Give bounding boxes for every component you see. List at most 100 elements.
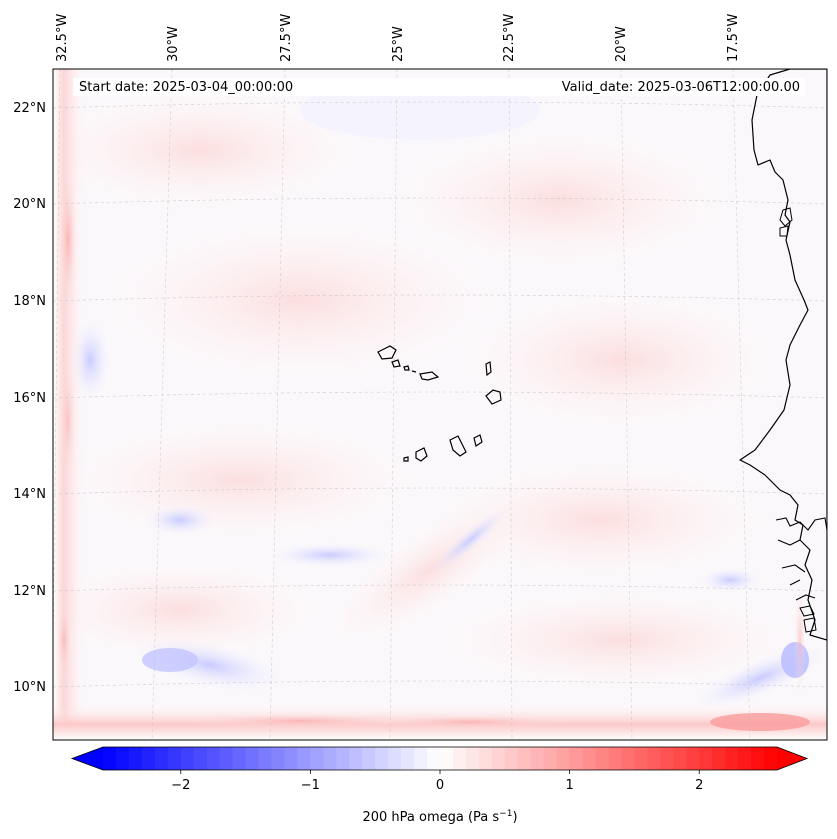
- colorbar-cell: [154, 747, 169, 770]
- field-patch: [370, 715, 570, 729]
- colorbar-cell: [491, 747, 506, 770]
- field-patch: [60, 420, 420, 540]
- colorbar-cell: [258, 747, 273, 770]
- island-boa-vista: [485, 389, 502, 405]
- colorbar-cell: [608, 747, 623, 770]
- colorbar-cell: [569, 747, 584, 770]
- colorbar-cell: [284, 747, 299, 770]
- field-patch: [440, 590, 800, 690]
- longitude-labels: 32.5°W 30°W 27.5°W 25°W 22.5°W 20°W 17.5…: [55, 14, 741, 62]
- field-patch: [145, 505, 215, 535]
- parallel: [53, 391, 827, 399]
- field-patch: [53, 90, 360, 210]
- lat-label: 22°N: [13, 101, 46, 116]
- colorbar-cell: [115, 747, 130, 770]
- field-patch: [270, 543, 390, 567]
- island-santiago: [449, 435, 467, 457]
- lon-label: 27.5°W: [279, 14, 294, 62]
- colorbar-min-extension: [72, 747, 103, 770]
- field-patch: [53, 560, 320, 660]
- colorbar-cell: [375, 747, 389, 770]
- colorbar: −2 −1 0 1 2 200 hPa omega (Pa s−1): [70, 746, 809, 825]
- colorbar-cell: [595, 747, 610, 770]
- colorbar-cells: [103, 747, 778, 770]
- lat-label: 12°N: [13, 584, 46, 599]
- colorbar-cell: [427, 747, 441, 770]
- colorbar-cell: [556, 747, 571, 770]
- colorbar-cell: [751, 747, 765, 770]
- colorbar-cell: [543, 747, 558, 770]
- lon-label: 32.5°W: [55, 14, 70, 62]
- field-patch: [431, 506, 509, 574]
- island-santa-luzia: [403, 365, 410, 371]
- island-sal: [485, 361, 492, 377]
- start-date-label: Start date: 2025-03-04_00:00:00: [79, 80, 293, 95]
- colorbar-cell: [725, 747, 739, 770]
- colorbar-cell: [271, 747, 286, 770]
- colorbar-cell: [764, 747, 778, 770]
- field-patch: [59, 170, 77, 310]
- field-patch: [60, 360, 76, 480]
- map-panel: Start date: 2025-03-04_00:00:00 Valid_da…: [52, 68, 828, 741]
- colorbar-cell: [206, 747, 221, 770]
- coastline-africa: [739, 69, 827, 641]
- colorbar-tick-label: 2: [695, 778, 703, 793]
- field-patch: [57, 600, 71, 680]
- colorbar-cell: [141, 747, 156, 770]
- cape-verde-islands: [377, 345, 502, 462]
- colorbar-tick-label: 1: [565, 778, 573, 793]
- colorbar-cell: [673, 747, 687, 770]
- colorbar-cell: [180, 747, 195, 770]
- colorbar-cell: [699, 747, 713, 770]
- colorbar-cell: [103, 747, 117, 770]
- field-patch: [180, 713, 420, 729]
- colorbar-cell: [297, 747, 311, 770]
- colorbar-cell: [245, 747, 260, 770]
- title-strip: [73, 78, 805, 96]
- colorbar-cell: [660, 747, 674, 770]
- parallel: [53, 584, 827, 592]
- meridian: [389, 69, 398, 740]
- colorbar-tick-label: 0: [436, 778, 444, 793]
- colorbar-cell: [219, 747, 234, 770]
- colorbar-cell: [232, 747, 247, 770]
- meridian: [508, 69, 513, 740]
- meridian: [269, 69, 286, 740]
- field-patch: [700, 568, 760, 592]
- colorbar-cell: [686, 747, 700, 770]
- parallel: [53, 294, 827, 302]
- colorbar-cell: [388, 747, 402, 770]
- colorbar-tick-label: −1: [301, 778, 320, 793]
- lat-label: 16°N: [13, 391, 46, 406]
- colorbar-max-extension: [777, 747, 807, 770]
- field-patch: [142, 648, 198, 672]
- colorbar-cell: [349, 747, 363, 770]
- meridian: [732, 69, 751, 740]
- colorbar-cell: [647, 747, 661, 770]
- colorbar-cell: [712, 747, 726, 770]
- lat-label: 20°N: [13, 197, 46, 212]
- coastline-islet: [779, 225, 789, 237]
- meridian: [620, 69, 633, 740]
- colorbar-cell: [440, 747, 454, 770]
- colorbar-label-close: ): [512, 810, 517, 825]
- lat-label: 18°N: [13, 294, 46, 309]
- colorbar-label: 200 hPa omega (Pa s−1): [362, 809, 517, 825]
- parallel: [53, 680, 827, 688]
- meridian: [151, 69, 173, 740]
- colorbar-cell: [582, 747, 597, 770]
- colorbar-cell: [167, 747, 182, 770]
- coastline-islet: [779, 207, 793, 227]
- map-frame: [52, 68, 828, 741]
- colorbar-cell: [323, 747, 337, 770]
- colorbar-cell: [310, 747, 324, 770]
- coastline-islet: [803, 617, 817, 633]
- field-patch: [430, 460, 770, 580]
- latitude-labels: 22°N 20°N 18°N 16°N 14°N 12°N 10°N: [13, 101, 46, 695]
- colorbar-cell: [362, 747, 376, 770]
- lat-label: 10°N: [13, 680, 46, 695]
- field-patch: [710, 713, 810, 731]
- colorbar-cell: [336, 747, 350, 770]
- omega-field: [53, 69, 827, 740]
